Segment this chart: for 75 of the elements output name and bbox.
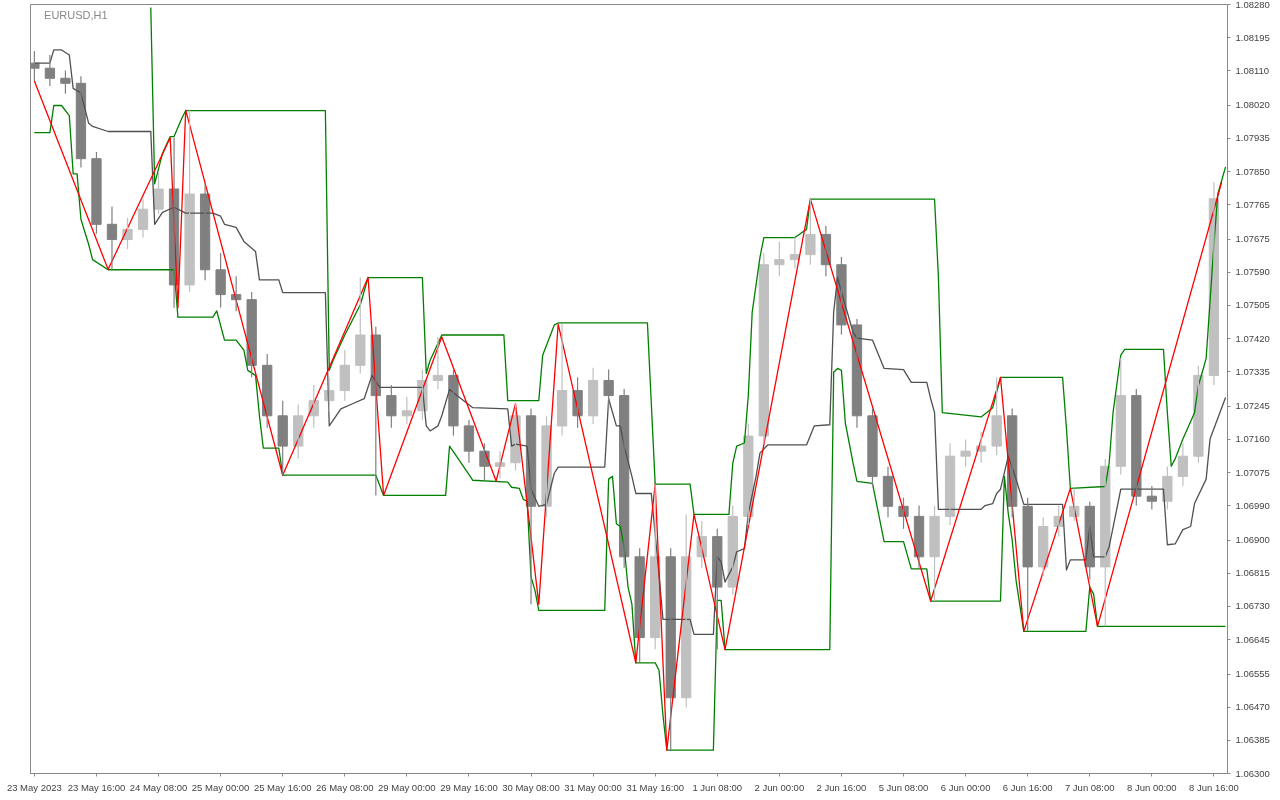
candlestick xyxy=(1100,458,1111,627)
y-tick-label: 1.07675 xyxy=(1235,233,1270,245)
y-tick-label: 1.06555 xyxy=(1235,668,1270,680)
candlestick xyxy=(339,349,350,402)
y-tick-label: 1.07335 xyxy=(1235,365,1270,377)
x-tick-label: 5 Jun 08:00 xyxy=(878,781,929,793)
line-series xyxy=(150,6,1227,516)
y-tick-label: 1.06730 xyxy=(1235,600,1270,612)
x-tick-label: 8 Jun 16:00 xyxy=(1189,781,1239,793)
y-tick-label: 1.08110 xyxy=(1235,64,1270,76)
x-tick-label: 2 Jun 16:00 xyxy=(816,781,867,793)
y-tick-label: 1.06990 xyxy=(1235,499,1270,511)
candlestick xyxy=(1022,497,1033,632)
y-tick-label: 1.06900 xyxy=(1235,534,1270,546)
y-tick-label: 1.08195 xyxy=(1235,31,1270,43)
y-tick-label: 1.07160 xyxy=(1235,433,1270,445)
x-tick-label: 25 May 00:00 xyxy=(191,781,250,793)
chart-title: EURUSD,H1 xyxy=(44,8,108,21)
x-tick-label: 6 Jun 00:00 xyxy=(940,781,991,793)
candlestick xyxy=(479,442,490,482)
y-tick-label: 1.07075 xyxy=(1235,466,1270,478)
candlestick xyxy=(603,368,614,410)
y-tick-label: 1.07420 xyxy=(1235,332,1270,344)
candlestick xyxy=(355,276,366,375)
candlestick xyxy=(867,407,878,487)
y-tick-label: 1.06645 xyxy=(1235,633,1270,645)
x-tick-label: 7 Jun 08:00 xyxy=(1064,781,1115,793)
y-tick-label: 1.08280 xyxy=(1235,0,1270,10)
y-tick-label: 1.06470 xyxy=(1235,701,1270,713)
y-tick-label: 1.06300 xyxy=(1235,767,1270,779)
x-tick-label: 1 Jun 08:00 xyxy=(692,781,743,793)
x-tick-label: 8 Jun 00:00 xyxy=(1127,781,1177,793)
candlestick xyxy=(1131,388,1142,507)
candlestick xyxy=(448,368,459,437)
y-tick-label: 1.08020 xyxy=(1235,99,1270,111)
y-tick-label: 1.07590 xyxy=(1235,266,1270,278)
x-tick-label: 23 May 16:00 xyxy=(67,781,126,793)
candlestick xyxy=(1038,516,1049,577)
candlestick xyxy=(727,504,738,596)
candlestick xyxy=(991,376,1002,456)
candlestick xyxy=(91,151,102,235)
x-tick-label: 6 Jun 16:00 xyxy=(1002,781,1053,793)
candlestick xyxy=(246,291,257,378)
candlestick xyxy=(960,438,971,468)
y-tick-label: 1.07850 xyxy=(1235,165,1270,177)
candlestick xyxy=(215,252,226,309)
candlestick xyxy=(386,384,397,429)
y-tick-label: 1.06815 xyxy=(1235,567,1270,579)
x-tick-label: 30 May 08:00 xyxy=(502,781,560,793)
candlestick xyxy=(665,547,676,751)
candlestick xyxy=(929,504,940,602)
x-tick-label: 29 May 00:00 xyxy=(378,781,436,793)
y-tick-label: 1.07505 xyxy=(1235,299,1270,311)
x-tick-label: 25 May 16:00 xyxy=(253,781,312,793)
y-tick-label: 1.07935 xyxy=(1235,132,1270,144)
candlestick xyxy=(774,240,785,277)
candlestick xyxy=(293,403,304,460)
y-tick-label: 1.07245 xyxy=(1235,400,1270,412)
candlestick xyxy=(805,198,816,266)
candlestick xyxy=(1115,357,1126,476)
x-tick-label: 31 May 00:00 xyxy=(564,781,622,793)
candlestick xyxy=(1193,365,1204,464)
x-tick-label: 24 May 08:00 xyxy=(129,781,188,793)
y-tick-label: 1.07765 xyxy=(1235,198,1270,210)
candlestick xyxy=(681,513,692,709)
x-tick-label: 29 May 16:00 xyxy=(440,781,498,793)
x-tick-label: 23 May 2023 xyxy=(6,781,62,793)
candlestick xyxy=(184,109,195,293)
y-tick-label: 1.06385 xyxy=(1235,734,1270,746)
x-tick-label: 31 May 16:00 xyxy=(626,781,684,793)
candlestick xyxy=(1162,466,1173,510)
x-tick-label: 2 Jun 00:00 xyxy=(754,781,805,793)
x-tick-label: 26 May 08:00 xyxy=(316,781,374,793)
candlestick xyxy=(60,69,71,95)
candlestick xyxy=(277,400,288,476)
